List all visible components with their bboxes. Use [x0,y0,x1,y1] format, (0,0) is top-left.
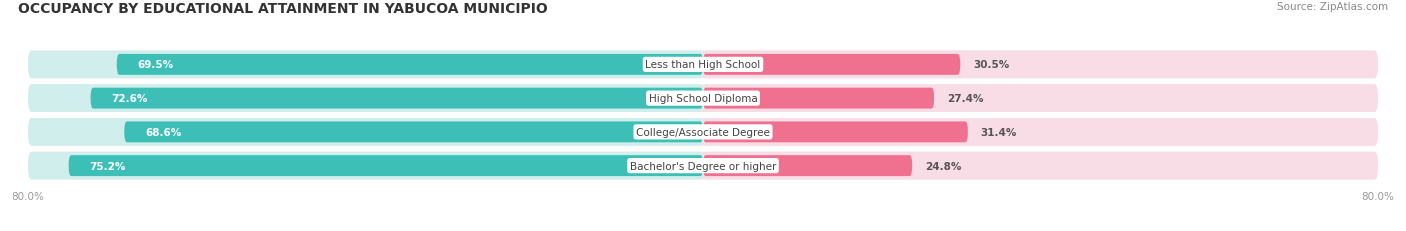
Text: 27.4%: 27.4% [946,94,983,104]
Text: High School Diploma: High School Diploma [648,94,758,104]
FancyBboxPatch shape [28,85,703,112]
FancyBboxPatch shape [703,55,960,76]
FancyBboxPatch shape [28,152,1378,180]
FancyBboxPatch shape [69,155,703,176]
Text: OCCUPANCY BY EDUCATIONAL ATTAINMENT IN YABUCOA MUNICIPIO: OCCUPANCY BY EDUCATIONAL ATTAINMENT IN Y… [18,2,548,16]
FancyBboxPatch shape [703,85,1378,112]
Text: Bachelor's Degree or higher: Bachelor's Degree or higher [630,161,776,171]
Text: Source: ZipAtlas.com: Source: ZipAtlas.com [1277,2,1388,12]
Text: 68.6%: 68.6% [145,127,181,137]
FancyBboxPatch shape [703,51,1378,79]
FancyBboxPatch shape [28,119,703,146]
FancyBboxPatch shape [124,122,703,143]
FancyBboxPatch shape [28,51,703,79]
FancyBboxPatch shape [703,152,1378,180]
FancyBboxPatch shape [28,119,1378,146]
Text: 69.5%: 69.5% [138,60,174,70]
FancyBboxPatch shape [28,85,1378,112]
FancyBboxPatch shape [117,55,703,76]
FancyBboxPatch shape [90,88,703,109]
FancyBboxPatch shape [28,152,703,180]
Text: 72.6%: 72.6% [111,94,148,104]
FancyBboxPatch shape [703,88,934,109]
FancyBboxPatch shape [28,51,1378,79]
Text: 24.8%: 24.8% [925,161,962,171]
Text: 30.5%: 30.5% [973,60,1010,70]
Text: College/Associate Degree: College/Associate Degree [636,127,770,137]
Text: 31.4%: 31.4% [980,127,1017,137]
Text: Less than High School: Less than High School [645,60,761,70]
FancyBboxPatch shape [703,119,1378,146]
FancyBboxPatch shape [703,155,912,176]
Text: 75.2%: 75.2% [90,161,127,171]
FancyBboxPatch shape [703,122,967,143]
